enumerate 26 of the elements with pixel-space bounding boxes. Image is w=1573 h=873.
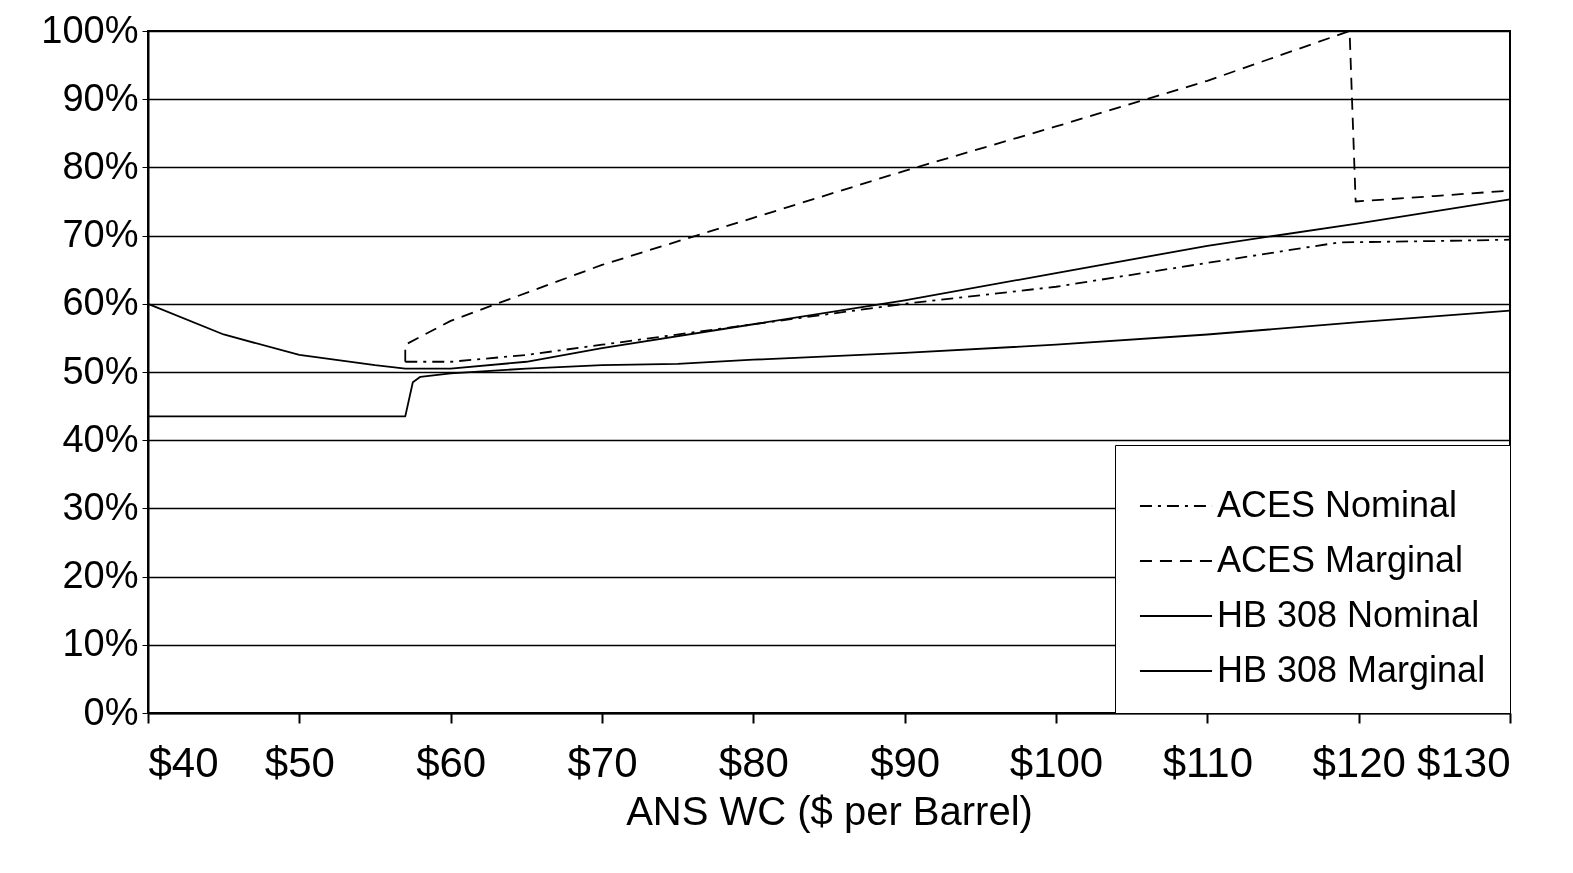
legend-label: HB 308 Marginal: [1217, 649, 1486, 690]
y-tick-label: 70%: [62, 213, 139, 256]
legend-label: ACES Nominal: [1217, 484, 1458, 525]
legend-label: ACES Marginal: [1217, 539, 1464, 580]
x-tick-label: $130: [1417, 738, 1511, 786]
y-tick-label: 90%: [62, 76, 139, 119]
x-axis-title: ANS WC ($ per Barrel): [626, 788, 1033, 833]
x-tick-label: $120: [1312, 738, 1406, 786]
x-tick-label: $40: [148, 738, 219, 786]
x-tick-label: $90: [870, 738, 941, 786]
x-tick-label: $70: [567, 738, 638, 786]
legend-label: HB 308 Nominal: [1217, 594, 1480, 635]
y-tick-label: 80%: [62, 144, 139, 187]
x-tick-label: $80: [718, 738, 789, 786]
y-tick-label: 0%: [83, 690, 139, 733]
y-tick-label: 100%: [41, 8, 139, 51]
y-tick-label: 30%: [62, 485, 139, 528]
y-tick-label: 10%: [62, 622, 139, 665]
y-tick-label: 40%: [62, 417, 139, 460]
x-tick-label: $110: [1162, 738, 1253, 786]
y-tick-label: 50%: [62, 349, 139, 392]
y-tick-label: 60%: [62, 281, 139, 324]
x-tick-label: $60: [416, 738, 487, 786]
x-tick-label: $50: [264, 738, 335, 786]
x-tick-label: $100: [1009, 738, 1104, 786]
y-tick-label: 20%: [62, 554, 139, 597]
